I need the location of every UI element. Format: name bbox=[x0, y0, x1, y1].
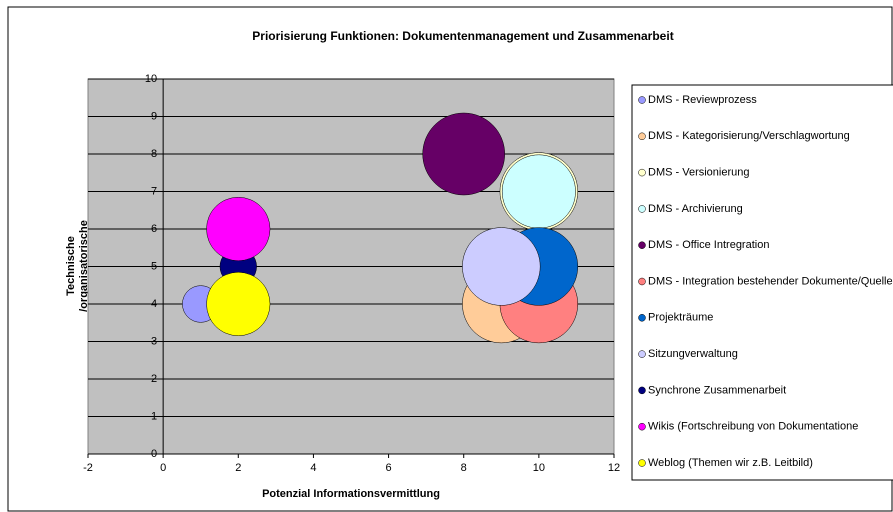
x-tick-label: 6 bbox=[386, 462, 392, 474]
legend-marker bbox=[638, 241, 646, 249]
x-axis-label: Potenzial Informationsvermittlung bbox=[262, 488, 440, 500]
bubble bbox=[206, 196, 271, 262]
legend-label: Weblog (Themen wir z.B. Leitbild) bbox=[648, 457, 813, 469]
y-tick-label: 7 bbox=[151, 185, 157, 197]
x-tick-label: 0 bbox=[160, 462, 166, 474]
legend bbox=[631, 84, 893, 481]
y-tick-label: 6 bbox=[151, 223, 157, 235]
legend-marker bbox=[638, 96, 646, 104]
bubble bbox=[462, 227, 541, 306]
y-tick-label: 8 bbox=[151, 148, 157, 160]
bubble bbox=[422, 112, 505, 196]
legend-label: DMS - Integration bestehender Dokumente/… bbox=[648, 275, 893, 287]
legend-marker bbox=[638, 168, 646, 177]
x-tick-label: 12 bbox=[608, 462, 620, 474]
legend-label: DMS - Office Intregration bbox=[648, 239, 769, 251]
y-tick-label: 1 bbox=[151, 410, 157, 422]
x-tick-label: 8 bbox=[461, 462, 467, 474]
y-tick-label: 10 bbox=[145, 73, 157, 85]
y-tick-label: 4 bbox=[151, 298, 157, 310]
bubble bbox=[501, 154, 576, 229]
x-tick-label: 4 bbox=[310, 462, 316, 474]
legend-label: Projekträume bbox=[648, 312, 713, 324]
legend-label: Synchrone Zusammenarbeit bbox=[648, 384, 786, 396]
legend-label: Wikis (Fortschreibung von Dokumentatione bbox=[648, 421, 858, 433]
bubble bbox=[206, 271, 271, 337]
legend-marker bbox=[638, 422, 646, 431]
x-tick-label: 2 bbox=[235, 462, 241, 474]
legend-marker bbox=[638, 386, 646, 395]
legend-marker bbox=[638, 459, 646, 467]
legend-marker bbox=[638, 205, 646, 213]
legend-marker bbox=[638, 314, 646, 322]
legend-marker bbox=[638, 350, 646, 358]
y-tick-label: 2 bbox=[151, 373, 157, 385]
legend-label: Sitzungverwaltung bbox=[648, 348, 738, 360]
legend-marker bbox=[638, 132, 646, 141]
legend-label: DMS - Archivierung bbox=[648, 203, 743, 215]
y-tick-label: 3 bbox=[151, 335, 157, 347]
legend-marker bbox=[638, 277, 646, 286]
y-tick-label: 5 bbox=[151, 260, 157, 272]
legend-label: DMS - Kategorisierung/Verschlagwortung bbox=[648, 130, 850, 142]
legend-label: DMS - Reviewprozess bbox=[648, 94, 757, 106]
legend-label: DMS - Versionierung bbox=[648, 167, 750, 179]
x-tick-label: -2 bbox=[83, 462, 93, 474]
y-tick-label: 9 bbox=[151, 110, 157, 122]
x-tick-label: 10 bbox=[533, 462, 545, 474]
chart-title: Priorisierung Funktionen: Dokumentenmana… bbox=[252, 29, 673, 43]
